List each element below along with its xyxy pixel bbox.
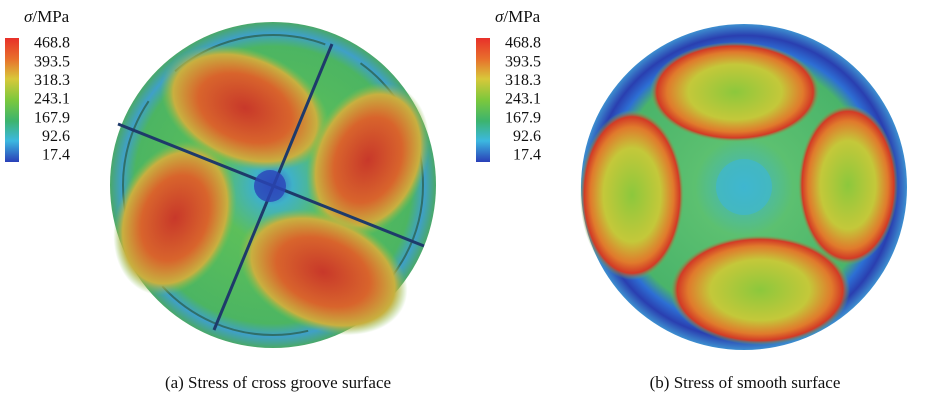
colorbar [5,38,19,162]
legend-tick-label: 92.6 [42,128,70,145]
legend-tick-label: 243.1 [505,91,541,108]
legend-title: σ/MPa [24,7,70,26]
legend-tick-label: 243.1 [34,91,70,108]
contour-a [110,22,436,348]
legend-tick-label: 17.4 [42,147,70,164]
legend-tick-label: 167.9 [34,109,70,126]
legend-tick-label: 17.4 [513,147,541,164]
caption: (a) Stress of cross groove surface [165,373,391,392]
legend-tick-label: 468.8 [34,35,70,52]
legend-tick-label: 167.9 [505,109,541,126]
legend-title: σ/MPa [495,7,541,26]
legend-tick-label: 393.5 [34,53,70,70]
legend-tick-label: 318.3 [505,72,541,89]
caption: (b) Stress of smooth surface [650,373,841,392]
colorbar [476,38,490,162]
legend-tick-label: 468.8 [505,35,541,52]
contour-b [580,24,907,350]
legend-tick-label: 92.6 [513,128,541,145]
legend-tick-label: 393.5 [505,53,541,70]
legend-tick-label: 318.3 [34,72,70,89]
